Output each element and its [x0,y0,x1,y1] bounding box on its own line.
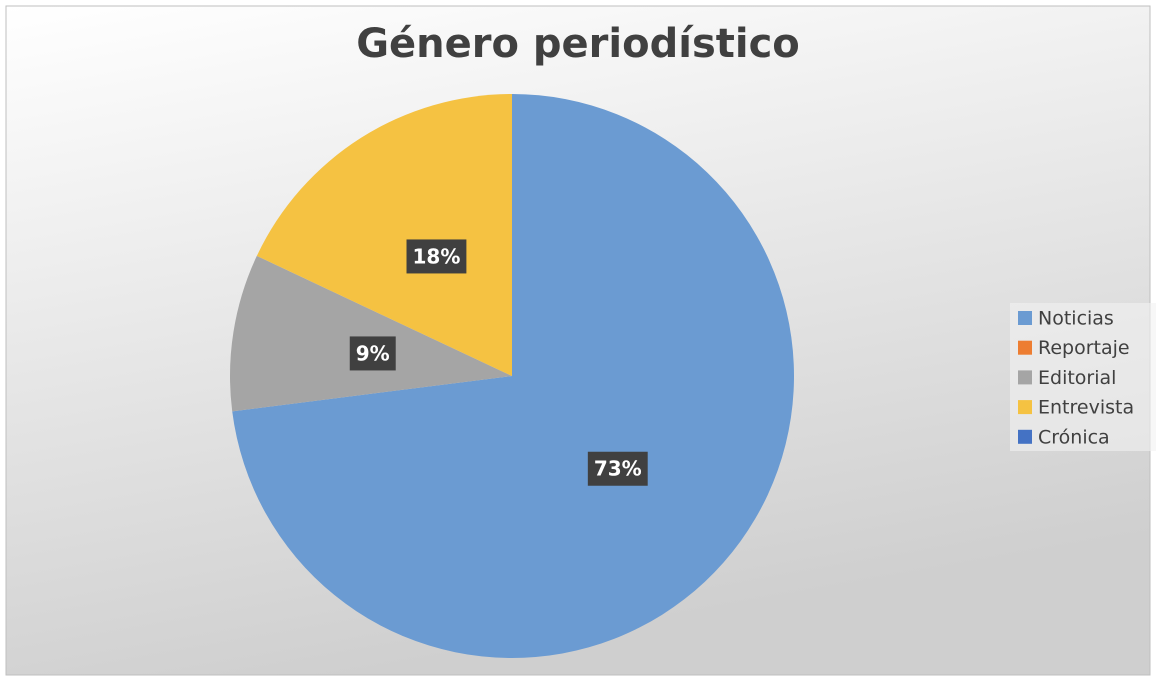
legend-swatch [1018,340,1032,355]
legend-label: Editorial [1038,367,1116,389]
legend-swatch [1018,400,1032,415]
data-label: 73% [594,457,642,481]
legend-swatch [1018,311,1032,325]
chart-title: Género periodístico [356,21,800,67]
pie-slice [232,94,795,659]
legend-label: Noticias [1038,308,1114,330]
legend-box [1010,303,1156,451]
data-label-box [406,239,467,274]
legend-swatch [1018,370,1032,385]
legend-label: Crónica [1038,426,1110,448]
data-label: 18% [413,244,461,268]
pie-slice [229,255,512,412]
data-label: 9% [356,341,390,365]
legend-label: Entrevista [1038,397,1134,419]
data-label-box [349,336,396,371]
data-label-box [587,451,648,486]
pie-slice [256,94,512,376]
legend-label: Reportaje [1038,337,1130,359]
legend-swatch [1018,429,1032,444]
